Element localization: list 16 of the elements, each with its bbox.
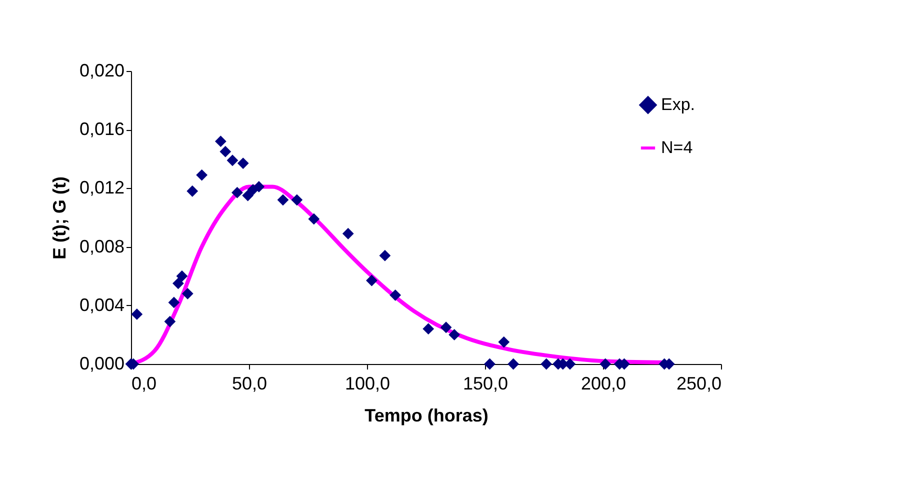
x-tick-label: 200,0 [580, 374, 626, 394]
y-tick-label: 0,004 [79, 294, 124, 315]
legend-label: Exp. [661, 95, 696, 114]
x-tick-label: 0,0 [132, 374, 157, 394]
x-tick-label: 50,0 [232, 374, 268, 394]
x-tick-label: 100,0 [344, 374, 390, 394]
y-axis-title: E (t); G (t) [49, 176, 70, 260]
legend-label: N=4 [661, 138, 693, 157]
x-axis-title: Tempo (horas) [364, 406, 488, 426]
y-tick-label: 0,000 [79, 354, 124, 374]
x-tick-label: 250,0 [676, 374, 722, 394]
y-tick-label: 0,016 [79, 119, 124, 140]
x-tick-label: 150,0 [462, 374, 508, 394]
y-tick-label: 0,012 [79, 178, 124, 198]
y-tick-label: 0,008 [79, 236, 124, 256]
y-tick-label: 0,020 [79, 60, 124, 80]
